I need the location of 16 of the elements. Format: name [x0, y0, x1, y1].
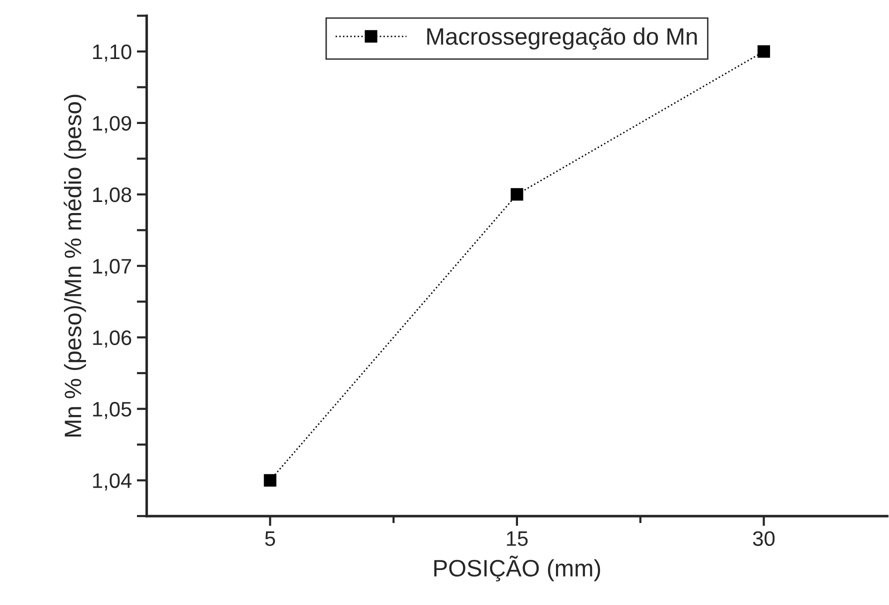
y-tick-label: 1,06	[93, 330, 132, 348]
y-tick-label: 1,07	[93, 258, 132, 276]
point	[264, 474, 276, 487]
point	[510, 188, 524, 201]
y-tick-label: 1,05	[93, 402, 132, 420]
legend-label: Macrossegregação do Mn	[427, 28, 697, 50]
x-tick-label: 5	[265, 531, 276, 546]
y-tick-label: 1,09	[93, 116, 132, 134]
y-tick-label: 1,08	[93, 187, 132, 205]
y-tick-label: 1,10	[93, 44, 132, 62]
x-tick-label: 15	[506, 531, 528, 546]
x-tick-label: 30	[753, 531, 775, 546]
x-axis-title: POSIÇÃO (mm)	[434, 556, 600, 582]
point	[758, 45, 770, 58]
y-axis-title: Mn % (peso)/Mn % médio (peso)	[64, 94, 86, 437]
y-tick-label: 1,04	[93, 473, 132, 491]
